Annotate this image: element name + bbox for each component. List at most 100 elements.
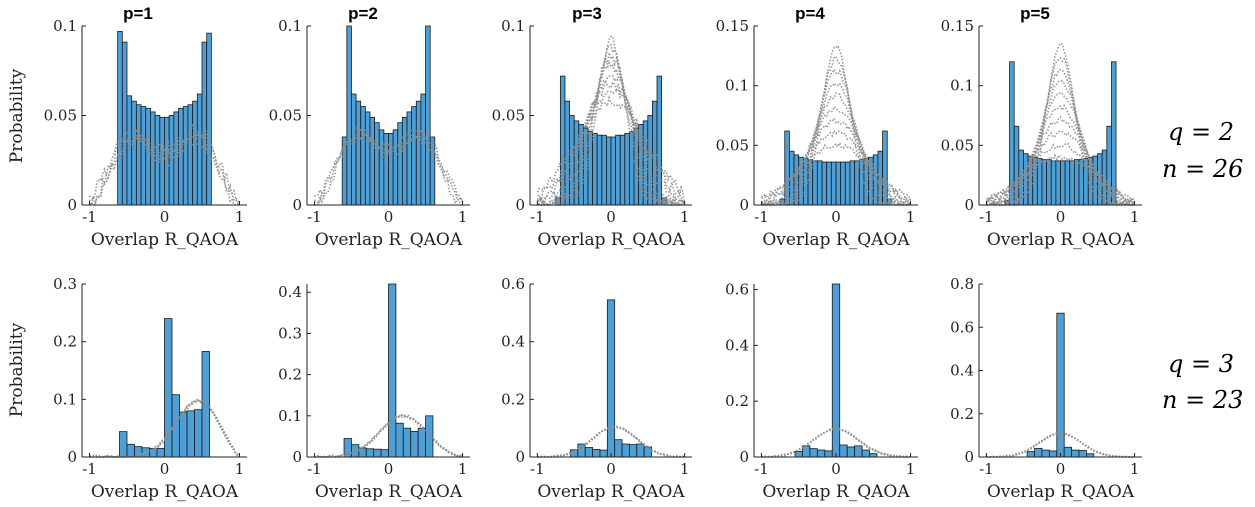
overlay-curve: [761, 92, 912, 207]
overlay-curve: [88, 130, 241, 208]
x-axis-label: Overlap R_QAOA: [987, 482, 1135, 502]
histogram-bar: [417, 427, 426, 458]
histogram-bar: [410, 431, 419, 458]
title-p2: p=2: [348, 4, 378, 23]
histogram-bar: [1078, 159, 1085, 206]
row1-n-label: n = 26: [1162, 155, 1243, 183]
x-tick-label: 1: [458, 208, 468, 226]
ylabel-row1: Probability: [7, 68, 27, 163]
histogram-bar: [171, 394, 180, 458]
overlay-curve: [986, 91, 1136, 207]
overlay-curve: [761, 140, 912, 201]
histogram-bar: [420, 93, 426, 206]
histogram-bar: [1050, 160, 1057, 206]
histogram-bar: [392, 129, 399, 206]
overlay-curve: [986, 130, 1136, 207]
histogram-bar: [156, 447, 165, 458]
y-tick-label: 0: [964, 448, 974, 466]
x-tick-label: -1: [82, 460, 97, 478]
histogram-bar: [1056, 312, 1065, 458]
ylabel-row2: Probability: [7, 322, 27, 417]
y-tick-label: 0.4: [501, 333, 525, 351]
overlay-curve: [536, 80, 686, 206]
histogram-bar: [802, 445, 811, 458]
y-tick-label: 0.15: [716, 17, 749, 35]
x-tick-label: 1: [235, 460, 245, 478]
y-tick-label: 0: [739, 448, 749, 466]
histogram-bar: [605, 136, 612, 206]
histogram-bar: [1060, 160, 1066, 206]
y-tick-label: 0.2: [950, 405, 974, 423]
x-tick-label: -1: [82, 208, 97, 226]
histogram-bar: [636, 443, 645, 458]
histogram-bar: [117, 30, 123, 206]
y-tick-label: 0: [292, 196, 302, 214]
overlay-curve: [313, 413, 464, 458]
histogram-bar: [599, 449, 608, 458]
x-tick-label: 1: [680, 208, 690, 226]
y-tick-label: 0.05: [716, 136, 749, 154]
x-tick-label: 0: [384, 208, 394, 226]
histogram-bar: [882, 130, 888, 206]
histogram-bar: [429, 136, 436, 206]
histogram-bar: [794, 451, 803, 458]
panel-r2-c4: 0 0.2 0.4 0.6 -1 0 1 Overlap R_QAOA: [725, 281, 918, 502]
row2-n-label: n = 23: [1162, 386, 1243, 414]
histogram-bar: [186, 410, 195, 458]
histogram-bar: [826, 161, 832, 206]
histogram-bar: [816, 449, 826, 458]
histogram-bar: [365, 448, 375, 458]
histogram-bar: [140, 106, 147, 206]
y-tick-label: 0.2: [725, 392, 749, 410]
x-tick-label: 0: [1056, 460, 1066, 478]
histogram-bar: [1026, 451, 1035, 458]
y-tick-label: 0.4: [950, 362, 974, 380]
x-tick-label: 0: [606, 460, 616, 478]
histogram-bar: [615, 134, 621, 206]
panel-r1-c2: 0 0.05 0.1 -1 0 1 Overlap R_QAOA: [269, 17, 470, 250]
histogram-bar: [1034, 447, 1043, 458]
histogram-bar: [606, 299, 616, 458]
x-axis-label: Overlap R_QAOA: [537, 230, 685, 250]
histogram-bar: [849, 160, 856, 206]
y-tick-label: 0: [67, 448, 77, 466]
row1-q-label: q = 2: [1168, 118, 1234, 146]
x-axis-label: Overlap R_QAOA: [91, 230, 239, 250]
histogram-bar: [380, 449, 389, 458]
y-tick-label: 0.1: [278, 407, 302, 425]
histogram-bar: [831, 283, 841, 458]
title-p5: p=5: [1020, 4, 1050, 23]
histogram-bar: [854, 445, 863, 458]
overlay-curve: [986, 431, 1135, 458]
overlay-curve: [88, 123, 240, 205]
y-tick-label: 0.05: [44, 107, 77, 125]
histogram-bar: [192, 100, 198, 206]
overlay-curve: [537, 425, 685, 458]
y-tick-label: 0.05: [492, 107, 525, 125]
histogram-bar: [351, 93, 357, 206]
histogram-bar: [119, 431, 128, 458]
histogram-bar: [1041, 159, 1048, 206]
histogram-bar: [839, 444, 848, 458]
histogram-bar: [388, 283, 397, 458]
overlay-curve: [986, 56, 1135, 207]
y-tick-label: 0.2: [53, 333, 77, 351]
x-axis-label: Overlap R_QAOA: [315, 230, 463, 250]
histogram-bar: [355, 100, 362, 206]
histogram-bar: [173, 111, 179, 206]
histogram-bar: [401, 116, 408, 206]
y-tick-label: 0.3: [278, 324, 302, 342]
y-tick-label: 0.05: [941, 136, 974, 154]
histogram-bar: [179, 411, 188, 458]
histogram-bar: [559, 75, 566, 206]
histogram-bar: [135, 104, 142, 206]
histogram-bar: [830, 161, 837, 206]
histogram-bar: [1078, 450, 1087, 458]
y-tick-label: 0.4: [725, 336, 749, 354]
panels-group: 0 0.05 0.1 -1 0 1 Overlap R_QAOA 0 0.05 0.1 -1 0 1 Ov…: [44, 17, 1142, 502]
histogram-bar: [402, 427, 412, 458]
histogram-bar: [621, 443, 630, 458]
y-tick-label: 0.6: [725, 281, 749, 299]
x-tick-label: -1: [307, 460, 322, 478]
histogram-bar: [397, 122, 403, 206]
